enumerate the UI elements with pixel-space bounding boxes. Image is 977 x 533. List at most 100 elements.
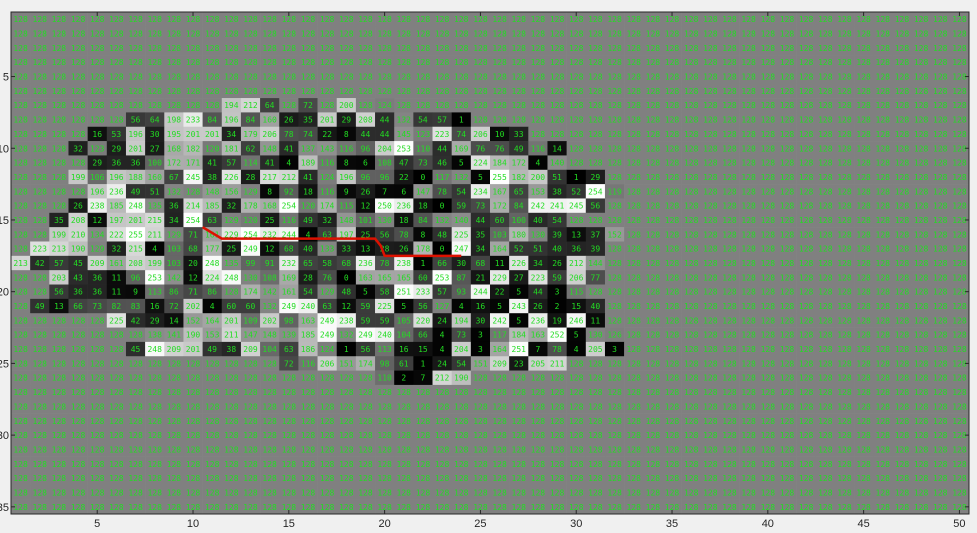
heatmap-cell (739, 12, 759, 27)
cell-value-label: 128 (837, 116, 852, 125)
heatmap-cell (279, 83, 299, 99)
cell-value-label: 128 (914, 288, 929, 297)
cell-value-label: 128 (90, 431, 105, 440)
heatmap-cell (183, 26, 203, 41)
cell-value-label: 34 (533, 259, 543, 268)
cell-value-label: 128 (128, 87, 143, 96)
cell-value-label: 128 (473, 431, 488, 440)
cell-value-label: 128 (780, 58, 795, 67)
cell-value-label: 128 (473, 374, 488, 383)
cell-value-label: 128 (722, 488, 737, 497)
heatmap-cell (202, 83, 223, 99)
cell-value-label: 128 (339, 15, 354, 24)
cell-value-label: 128 (607, 30, 622, 39)
heatmap-cell (279, 26, 299, 41)
x-tick-label: 35 (666, 518, 678, 530)
cell-value-label: 128 (952, 130, 967, 139)
cell-value-label: 128 (13, 460, 28, 469)
cell-value-label: 128 (933, 245, 948, 254)
heatmap-cell (30, 55, 50, 70)
cell-value-label: 128 (13, 273, 28, 282)
cell-value-label: 128 (761, 273, 776, 282)
heatmap-cell (49, 12, 69, 27)
heatmap-cell (164, 40, 184, 56)
cell-value-label: 128 (761, 402, 776, 411)
cell-value-label: 68 (341, 259, 351, 268)
cell-value-label: 128 (684, 144, 699, 153)
cell-value-label: 128 (13, 302, 28, 311)
cell-value-label: 128 (71, 402, 86, 411)
cell-value-label: 128 (741, 187, 756, 196)
cell-value-label: 128 (435, 402, 450, 411)
cell-value-label: 98 (284, 316, 294, 325)
heatmap-cell (413, 83, 433, 99)
cell-value-label: 93 (456, 288, 466, 297)
heatmap-cell (528, 69, 548, 85)
cell-value-label: 128 (952, 44, 967, 53)
cell-value-label: 128 (799, 474, 814, 483)
heatmap-cell (700, 55, 721, 70)
cell-value-label: 128 (109, 445, 124, 454)
cell-value-label: 128 (914, 445, 929, 454)
cell-value-label: 128 (933, 202, 948, 211)
cell-value-label: 128 (607, 87, 622, 96)
cell-value-label: 128 (262, 474, 277, 483)
cell-value-label: 128 (818, 445, 833, 454)
cell-value-label: 128 (856, 488, 871, 497)
cell-value-label: 128 (569, 402, 584, 411)
cell-value-label: 128 (665, 331, 680, 340)
cell-value-label: 11 (495, 259, 505, 268)
cell-value-label: 54 (456, 359, 466, 368)
cell-value-label: 128 (13, 431, 28, 440)
cell-value-label: 128 (684, 460, 699, 469)
heatmap-cell (145, 12, 165, 27)
cell-value-label: 128 (224, 15, 239, 24)
cell-value-label: 15 (571, 302, 581, 311)
cell-value-label: 128 (856, 202, 871, 211)
cell-value-label: 128 (33, 331, 48, 340)
cell-value-label: 128 (416, 503, 431, 512)
cell-value-label: 36 (112, 159, 122, 168)
cell-value-label: 128 (262, 58, 277, 67)
cell-value-label: 128 (722, 374, 737, 383)
cell-value-label: 128 (780, 15, 795, 24)
cell-value-label: 100 (512, 216, 527, 225)
cell-value-label: 128 (741, 216, 756, 225)
cell-value-label: 128 (761, 173, 776, 182)
heatmap-cell (183, 40, 203, 56)
cell-value-label: 116 (320, 187, 335, 196)
cell-value-label: 0 (421, 173, 426, 182)
cell-value-label: 128 (722, 245, 737, 254)
cell-value-label: 36 (73, 288, 83, 297)
cell-value-label: 128 (13, 101, 28, 110)
cell-value-label: 128 (301, 15, 316, 24)
cell-value-label: 128 (243, 73, 258, 82)
cell-value-label: 145 (397, 130, 412, 139)
heatmap-cell (279, 69, 299, 85)
cell-value-label: 128 (780, 488, 795, 497)
cell-value-label: 128 (33, 216, 48, 225)
cell-value-label: 48 (341, 288, 351, 297)
cell-value-label: 226 (224, 173, 239, 182)
cell-value-label: 128 (109, 460, 124, 469)
cell-value-label: 128 (952, 331, 967, 340)
cell-value-label: 128 (52, 73, 67, 82)
cell-value-label: 128 (550, 445, 565, 454)
cell-value-label: 128 (90, 87, 105, 96)
heatmap-cell (413, 40, 433, 56)
cell-value-label: 29 (92, 159, 102, 168)
cell-value-label: 128 (818, 15, 833, 24)
heatmap-cell (394, 83, 414, 99)
cell-value-label: 128 (780, 73, 795, 82)
cell-value-label: 128 (454, 503, 469, 512)
heatmap-cell (49, 83, 69, 99)
cell-value-label: 185 (205, 202, 220, 211)
heatmap-cell (336, 69, 357, 85)
cell-value-label: 128 (473, 474, 488, 483)
cell-value-label: 199 (71, 173, 86, 182)
cell-value-label: 199 (52, 230, 67, 239)
cell-value-label: 128 (626, 417, 641, 426)
cell-value-label: 252 (550, 331, 565, 340)
cell-value-label: 151 (473, 359, 488, 368)
cell-value-label: 163 (531, 331, 546, 340)
